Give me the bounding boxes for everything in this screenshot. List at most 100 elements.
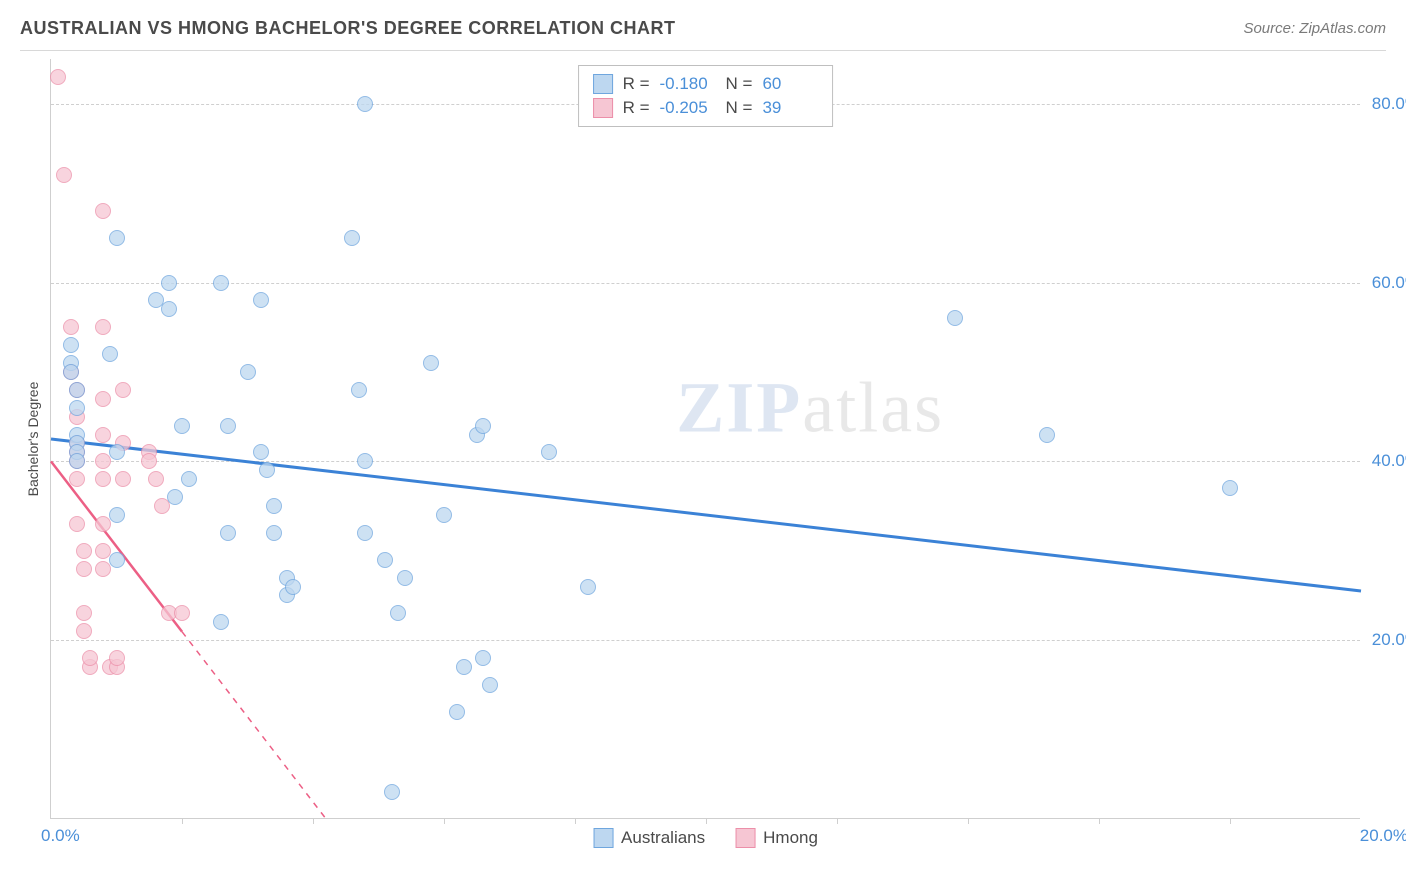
y-tick-label: 60.0% [1372, 273, 1406, 293]
scatter-point [141, 453, 157, 469]
gridline [51, 283, 1360, 284]
scatter-point [266, 525, 282, 541]
gridline [51, 640, 1360, 641]
scatter-point [240, 364, 256, 380]
x-tick-mark [575, 818, 576, 824]
trendlines [51, 59, 1361, 819]
scatter-point [266, 498, 282, 514]
scatter-point [475, 418, 491, 434]
scatter-point [377, 552, 393, 568]
scatter-point [161, 275, 177, 291]
scatter-point [213, 614, 229, 630]
scatter-point [357, 96, 373, 112]
x-tick-mark [313, 818, 314, 824]
n-value: 39 [762, 98, 818, 118]
scatter-point [253, 444, 269, 460]
scatter-point [482, 677, 498, 693]
scatter-point [82, 650, 98, 666]
scatter-point [69, 400, 85, 416]
legend-swatch [593, 74, 613, 94]
stats-legend: R =-0.180N =60R =-0.205N =39 [578, 65, 834, 127]
scatter-point [541, 444, 557, 460]
scatter-point [220, 418, 236, 434]
scatter-point [109, 507, 125, 523]
legend-swatch [593, 828, 613, 848]
scatter-plot: Bachelor's Degree ZIPatlas 0.0% 20.0% 20… [50, 59, 1360, 819]
scatter-point [351, 382, 367, 398]
scatter-point [456, 659, 472, 675]
x-tick-mark [968, 818, 969, 824]
scatter-point [384, 784, 400, 800]
scatter-point [109, 444, 125, 460]
y-axis-label: Bachelor's Degree [25, 381, 41, 496]
scatter-point [357, 453, 373, 469]
scatter-point [69, 453, 85, 469]
scatter-point [174, 605, 190, 621]
scatter-point [95, 427, 111, 443]
scatter-point [580, 579, 596, 595]
x-tick-mark [706, 818, 707, 824]
scatter-point [76, 605, 92, 621]
scatter-point [76, 543, 92, 559]
scatter-point [102, 346, 118, 362]
scatter-point [109, 552, 125, 568]
scatter-point [63, 319, 79, 335]
legend-swatch [593, 98, 613, 118]
scatter-point [1222, 480, 1238, 496]
chart-header: AUSTRALIAN VS HMONG BACHELOR'S DEGREE CO… [20, 18, 1386, 39]
n-value: 60 [762, 74, 818, 94]
r-label: R = [623, 74, 650, 94]
scatter-point [109, 650, 125, 666]
scatter-point [423, 355, 439, 371]
scatter-point [69, 382, 85, 398]
r-label: R = [623, 98, 650, 118]
stats-legend-row: R =-0.205N =39 [593, 96, 819, 120]
scatter-point [213, 275, 229, 291]
watermark: ZIPatlas [676, 367, 944, 450]
x-tick-max: 20.0% [1360, 826, 1406, 846]
stats-legend-row: R =-0.180N =60 [593, 72, 819, 96]
y-tick-label: 20.0% [1372, 630, 1406, 650]
scatter-point [253, 292, 269, 308]
x-tick-mark [182, 818, 183, 824]
n-label: N = [726, 98, 753, 118]
legend-item: Australians [593, 828, 705, 848]
x-tick-mark [1230, 818, 1231, 824]
scatter-point [148, 471, 164, 487]
chart-source: Source: ZipAtlas.com [1243, 20, 1386, 37]
y-tick-label: 80.0% [1372, 94, 1406, 114]
scatter-point [161, 301, 177, 317]
r-value: -0.180 [660, 74, 716, 94]
scatter-point [174, 418, 190, 434]
x-tick-mark [444, 818, 445, 824]
scatter-point [95, 471, 111, 487]
scatter-point [181, 471, 197, 487]
scatter-point [259, 462, 275, 478]
scatter-point [95, 391, 111, 407]
scatter-point [50, 69, 66, 85]
scatter-point [76, 623, 92, 639]
legend-swatch [735, 828, 755, 848]
scatter-point [390, 605, 406, 621]
scatter-point [69, 471, 85, 487]
chart-title: AUSTRALIAN VS HMONG BACHELOR'S DEGREE CO… [20, 18, 675, 39]
scatter-point [449, 704, 465, 720]
scatter-point [220, 525, 236, 541]
scatter-point [69, 516, 85, 532]
x-tick-mark [1099, 818, 1100, 824]
scatter-point [167, 489, 183, 505]
gridline [51, 461, 1360, 462]
scatter-point [947, 310, 963, 326]
series-legend: Australians Hmong [593, 828, 818, 848]
legend-item: Hmong [735, 828, 818, 848]
scatter-point [63, 337, 79, 353]
scatter-point [397, 570, 413, 586]
x-tick-min: 0.0% [41, 826, 80, 846]
scatter-point [95, 203, 111, 219]
x-tick-mark [837, 818, 838, 824]
scatter-point [436, 507, 452, 523]
scatter-point [285, 579, 301, 595]
scatter-point [1039, 427, 1055, 443]
y-tick-label: 40.0% [1372, 451, 1406, 471]
scatter-point [344, 230, 360, 246]
